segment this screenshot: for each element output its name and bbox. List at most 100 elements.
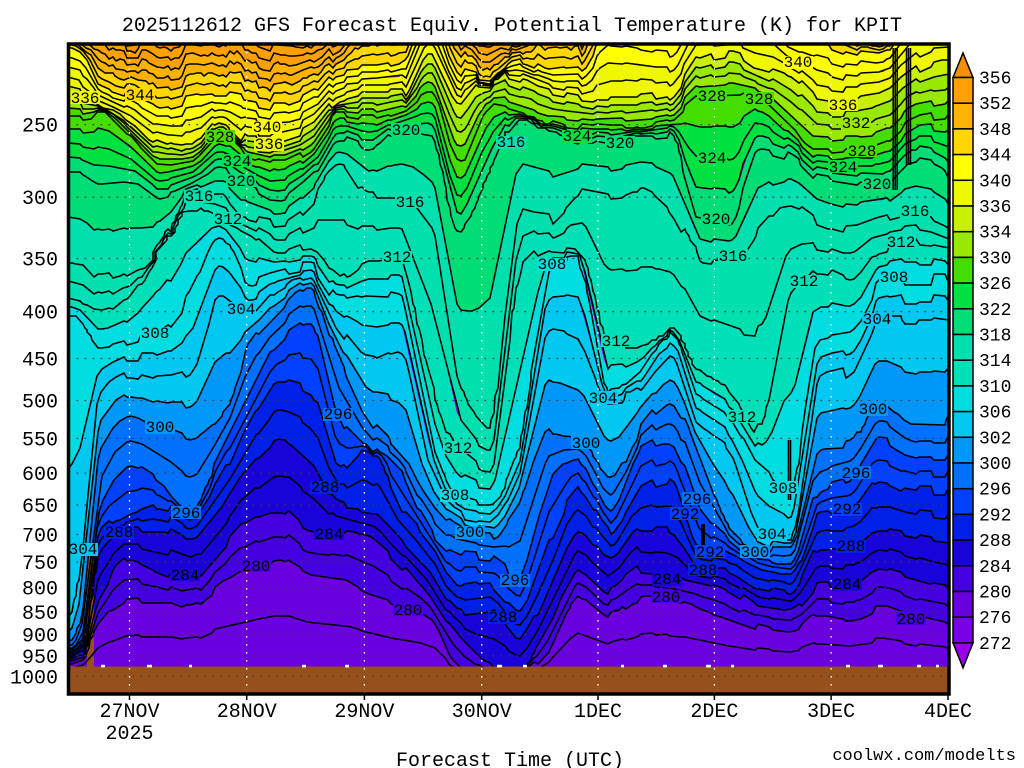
svg-text:272: 272 [979,635,1011,655]
svg-text:344: 344 [126,87,155,105]
svg-text:336: 336 [255,136,284,154]
svg-text:284: 284 [315,526,344,544]
svg-text:352: 352 [979,95,1011,115]
svg-text:328: 328 [745,91,774,109]
svg-text:950: 950 [22,647,58,670]
svg-text:312: 312 [383,249,412,267]
svg-text:288: 288 [105,524,134,542]
svg-text:284: 284 [653,571,682,589]
svg-text:coolwx.com/modelts: coolwx.com/modelts [832,747,1016,766]
svg-text:288: 288 [689,562,718,580]
svg-text:324: 324 [698,150,727,168]
svg-text:288: 288 [837,538,866,556]
svg-text:320: 320 [606,135,635,153]
svg-text:320: 320 [863,176,892,194]
svg-text:312: 312 [728,409,757,427]
svg-text:284: 284 [979,558,1011,578]
svg-text:304: 304 [227,301,256,319]
svg-text:308: 308 [880,269,909,287]
svg-text:316: 316 [901,203,930,221]
svg-text:312: 312 [790,273,819,291]
svg-text:280: 280 [242,558,271,576]
svg-text:600: 600 [22,464,58,487]
svg-text:324: 324 [829,159,858,177]
svg-text:324: 324 [563,128,592,146]
svg-text:312: 312 [214,211,243,229]
svg-text:296: 296 [979,481,1011,501]
svg-text:400: 400 [22,303,58,326]
svg-text:4DEC: 4DEC [924,701,972,724]
svg-text:300: 300 [22,188,58,211]
svg-text:292: 292 [833,501,862,519]
svg-text:1DEC: 1DEC [574,701,622,724]
svg-text:320: 320 [702,211,731,229]
svg-text:29NOV: 29NOV [334,701,394,724]
svg-text:348: 348 [979,121,1011,141]
svg-text:292: 292 [979,506,1011,526]
svg-text:650: 650 [22,496,58,519]
svg-text:316: 316 [719,248,748,266]
svg-text:1000: 1000 [10,667,58,690]
svg-text:300: 300 [741,544,770,562]
svg-text:312: 312 [444,440,473,458]
svg-text:296: 296 [172,505,201,523]
svg-text:700: 700 [22,526,58,549]
svg-text:312: 312 [887,234,916,252]
svg-text:314: 314 [979,352,1011,372]
svg-text:304: 304 [69,541,98,559]
svg-text:276: 276 [979,609,1011,629]
svg-text:320: 320 [392,122,421,140]
svg-text:292: 292 [696,544,725,562]
svg-text:324: 324 [223,153,252,171]
svg-text:900: 900 [22,625,58,648]
svg-text:27NOV: 27NOV [99,701,159,724]
svg-text:336: 336 [979,198,1011,218]
svg-text:316: 316 [185,188,214,206]
svg-text:300: 300 [979,455,1011,475]
svg-text:250: 250 [22,116,58,139]
svg-text:332: 332 [842,115,871,133]
svg-text:2DEC: 2DEC [690,701,738,724]
svg-text:296: 296 [842,465,871,483]
svg-text:296: 296 [683,491,712,509]
svg-text:500: 500 [22,392,58,415]
svg-text:328: 328 [698,88,727,106]
svg-text:344: 344 [979,147,1011,167]
svg-text:450: 450 [22,350,58,373]
svg-text:288: 288 [979,532,1011,552]
svg-text:800: 800 [22,579,58,602]
svg-text:296: 296 [324,406,353,424]
svg-text:356: 356 [979,70,1011,90]
svg-text:300: 300 [859,401,888,419]
svg-text:308: 308 [538,256,567,274]
svg-text:316: 316 [497,134,526,152]
svg-text:300: 300 [146,419,175,437]
svg-text:300: 300 [572,435,601,453]
svg-text:310: 310 [979,378,1011,398]
svg-text:284: 284 [833,576,862,594]
svg-text:304: 304 [589,390,618,408]
svg-text:28NOV: 28NOV [217,701,277,724]
svg-text:308: 308 [141,325,170,343]
svg-text:292: 292 [671,506,700,524]
svg-text:320: 320 [227,173,256,191]
svg-text:280: 280 [979,584,1011,604]
svg-text:316: 316 [396,194,425,212]
svg-text:2025112612 GFS Forecast Equiv.: 2025112612 GFS Forecast Equiv. Potential… [122,15,902,38]
svg-text:350: 350 [22,250,58,273]
svg-text:308: 308 [441,487,470,505]
svg-text:296: 296 [501,572,530,590]
svg-text:340: 340 [784,54,813,72]
svg-text:2025: 2025 [105,723,153,746]
svg-text:3DEC: 3DEC [807,701,855,724]
svg-text:308: 308 [769,480,798,498]
svg-text:280: 280 [394,602,423,620]
svg-text:304: 304 [863,311,892,329]
svg-text:750: 750 [22,553,58,576]
svg-text:328: 328 [848,143,877,161]
svg-text:300: 300 [456,524,485,542]
svg-text:280: 280 [897,611,926,629]
svg-text:288: 288 [311,479,340,497]
svg-text:336: 336 [71,90,100,108]
svg-text:306: 306 [979,404,1011,424]
